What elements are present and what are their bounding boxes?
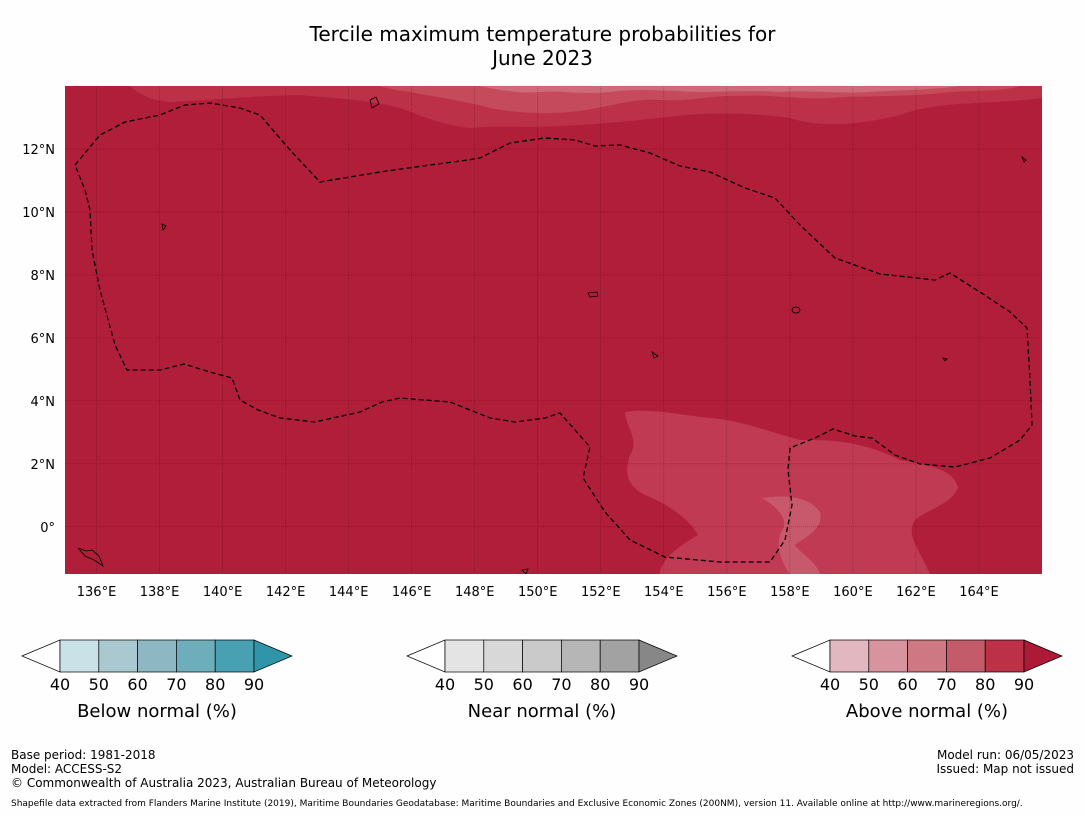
latitude-label: 6°N: [31, 332, 56, 347]
base-period-text: Base period: 1981-2018: [11, 748, 156, 762]
map-gridlines: [65, 86, 1042, 574]
longitude-label: 138°E: [140, 585, 180, 600]
colorbar-swatch: [98, 639, 138, 673]
latitude-label: 8°N: [31, 269, 56, 284]
colorbar-tick-label: 40: [50, 675, 70, 694]
colorbar-swatch: [829, 639, 870, 673]
colorbar-swatch: [176, 639, 216, 673]
longitude-label: 140°E: [203, 585, 243, 600]
colorbar-title: Below normal (%): [77, 701, 237, 722]
colorbar-near: 40 50 60 70 80 90 Near normal (%): [406, 639, 678, 722]
latitude-label: 0°: [40, 521, 55, 536]
model-text: Model: ACCESS-S2: [11, 762, 123, 776]
colorbar-tick-label: 40: [435, 675, 455, 694]
colorbar-tick-label: 80: [205, 675, 225, 694]
colorbar-above: 40 50 60 70 80 90 Above normal (%): [791, 639, 1063, 722]
colorbar-tick-label: 50: [89, 675, 109, 694]
latitude-label: 2°N: [31, 458, 56, 473]
colorbar-tick-label: 50: [474, 675, 494, 694]
colorbar-tick-label: 60: [512, 675, 532, 694]
longitude-labels: 136°E 138°E 140°E 142°E 144°E 146°E 148°E 150°E…: [77, 585, 999, 600]
colorbar-below: 40 50 60 70 80 90 Below normal (%): [21, 639, 293, 722]
map-figure: 136°E 138°E 140°E 142°E 144°E 146°E 148°E 150°E…: [21, 86, 1063, 722]
longitude-label: 144°E: [329, 585, 369, 600]
colorbar-tick-label: 50: [859, 675, 879, 694]
colorbar-tick-label: 40: [820, 675, 840, 694]
longitude-label: 160°E: [833, 585, 873, 600]
colorbar-min-extend: [406, 639, 446, 673]
colorbar-swatch: [946, 639, 986, 673]
colorbar-tick-label: 70: [551, 675, 571, 694]
longitude-label: 156°E: [707, 585, 747, 600]
longitude-label: 146°E: [392, 585, 432, 600]
colorbar-max-extend: [1023, 639, 1063, 673]
colorbar-swatch: [483, 639, 523, 673]
colorbar-title: Near normal (%): [468, 701, 617, 722]
colorbar-swatch: [522, 639, 562, 673]
latitude-labels: 0° 2°N 4°N 6°N 8°N 10°N 12°N: [22, 143, 55, 536]
footer-right: Model run: 06/05/2023 Issued: Map not is…: [936, 748, 1074, 776]
colorbar-title: Above normal (%): [846, 701, 1008, 722]
colorbar-swatch: [59, 639, 100, 673]
colorbars: 40 50 60 70 80 90 Below normal (%) 40 50 60 70 80 90…: [21, 639, 1063, 722]
probability-patch-south: [625, 410, 958, 574]
colorbar-tick-label: 90: [1014, 675, 1034, 694]
probability-band-50: [480, 86, 960, 93]
colorbar-tick-label: 90: [244, 675, 264, 694]
longitude-label: 136°E: [77, 585, 117, 600]
colorbar-swatch: [599, 639, 640, 673]
longitude-label: 162°E: [896, 585, 936, 600]
map-area: [65, 86, 1042, 574]
longitude-label: 150°E: [518, 585, 558, 600]
probability-band-60: [380, 86, 1020, 114]
colorbar-max-extend: [253, 639, 293, 673]
longitude-label: 154°E: [644, 585, 684, 600]
colorbar-min-extend: [791, 639, 831, 673]
colorbar-tick-label: 70: [936, 675, 956, 694]
island-outlines: [77, 96, 1027, 574]
colorbar-swatch: [137, 639, 177, 673]
longitude-label: 152°E: [581, 585, 621, 600]
longitude-label: 142°E: [266, 585, 306, 600]
colorbar-tick-label: 60: [897, 675, 917, 694]
colorbar-min-extend: [21, 639, 61, 673]
latitude-label: 12°N: [22, 143, 55, 158]
longitude-label: 164°E: [959, 585, 999, 600]
colorbar-swatch: [444, 639, 485, 673]
latitude-label: 10°N: [22, 206, 55, 221]
probability-patch-south-light: [762, 496, 821, 574]
colorbar-tick-label: 80: [975, 675, 995, 694]
map-title: Tercile maximum temperature probabilitie…: [0, 22, 1085, 70]
colorbar-swatch: [561, 639, 601, 673]
footer-left: Base period: 1981-2018 Model: ACCESS-S2 …: [11, 748, 436, 790]
copyright-text: © Commonwealth of Australia 2023, Austra…: [11, 776, 437, 790]
colorbar-swatch: [907, 639, 947, 673]
map-title-line1: Tercile maximum temperature probabilitie…: [309, 22, 776, 46]
longitude-label: 148°E: [455, 585, 495, 600]
colorbar-swatch: [214, 639, 255, 673]
eez-boundary: [74, 102, 1033, 563]
latitude-label: 4°N: [31, 395, 56, 410]
colorbar-max-extend: [638, 639, 678, 673]
colorbar-tick-label: 60: [127, 675, 147, 694]
colorbar-tick-label: 90: [629, 675, 649, 694]
colorbar-swatch: [868, 639, 908, 673]
model-run-text: Model run: 06/05/2023: [936, 748, 1074, 762]
colorbar-tick-label: 70: [166, 675, 186, 694]
longitude-label: 158°E: [770, 585, 810, 600]
colorbar-swatch: [984, 639, 1025, 673]
shapefile-note: Shapefile data extracted from Flanders M…: [11, 799, 1023, 809]
map-title-line2: June 2023: [492, 46, 593, 70]
issued-text: Issued: Map not issued: [936, 762, 1074, 776]
colorbar-tick-label: 80: [590, 675, 610, 694]
